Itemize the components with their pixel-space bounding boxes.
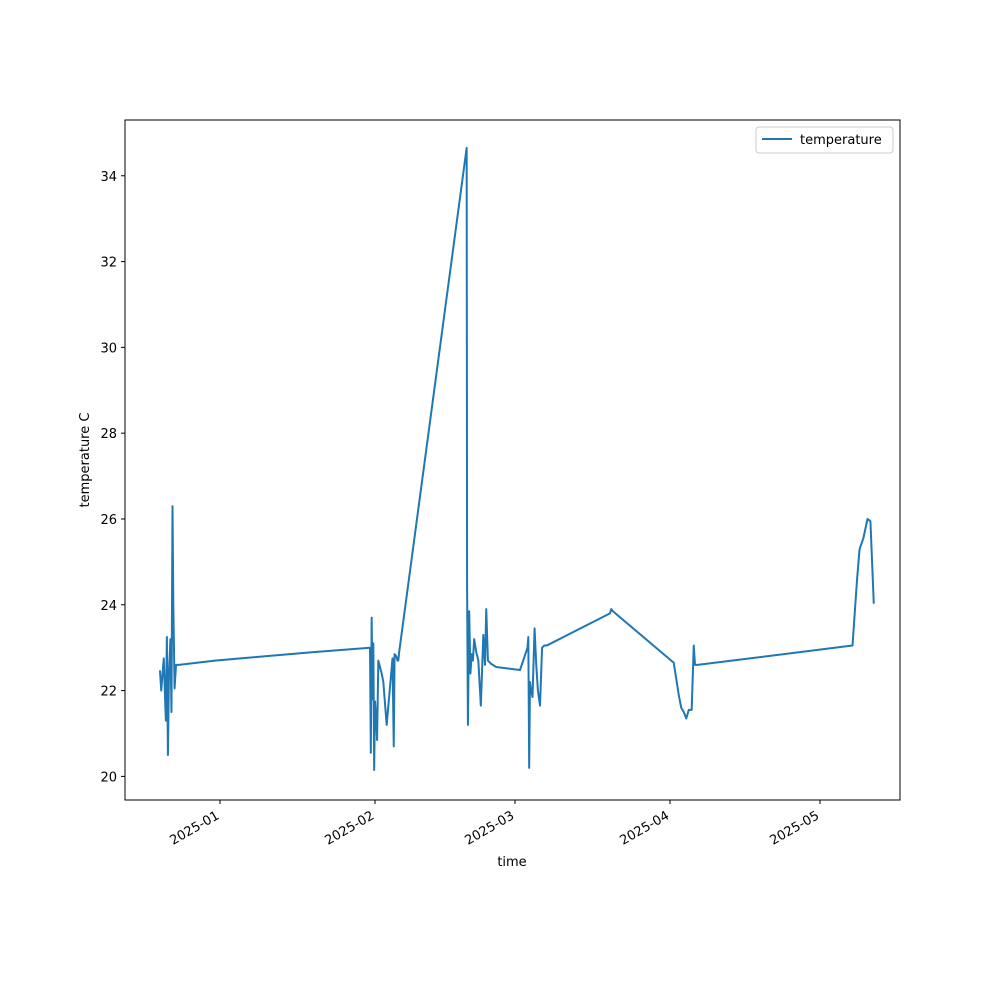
y-tick-label: 34 <box>100 170 117 185</box>
y-tick-label: 30 <box>100 341 117 356</box>
y-tick-label: 20 <box>100 770 117 785</box>
y-axis-label: temperature C <box>78 413 93 508</box>
y-tick-label: 28 <box>100 427 117 442</box>
y-tick-label: 32 <box>100 256 117 271</box>
axes-frame <box>124 119 901 801</box>
legend-label-temperature: temperature <box>800 133 882 148</box>
series-line-temperature <box>158 146 875 771</box>
legend-frame <box>755 126 894 154</box>
y-tick-label: 26 <box>100 513 117 528</box>
legend: temperature <box>755 126 894 154</box>
y-tick-label: 22 <box>100 685 117 700</box>
x-axis-label: time <box>497 855 526 870</box>
y-tick-label: 24 <box>100 599 117 614</box>
